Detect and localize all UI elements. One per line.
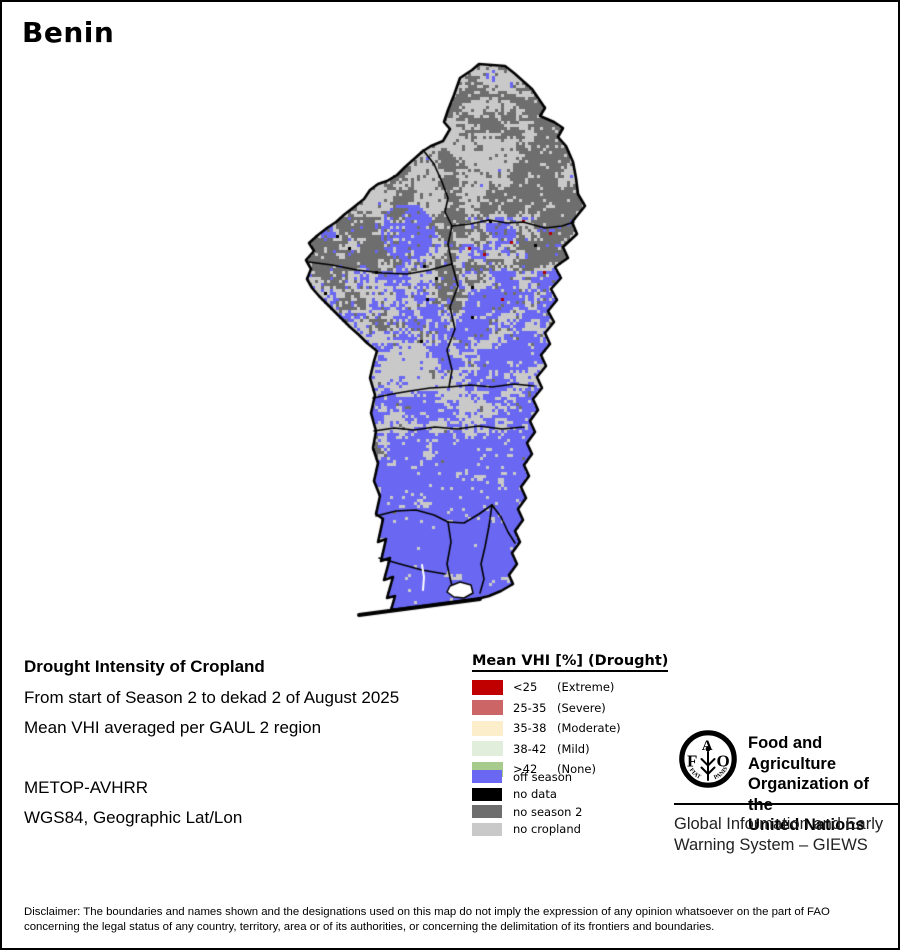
legend-range: <25 xyxy=(513,680,538,695)
period-line: From start of Season 2 to dekad 2 of Aug… xyxy=(24,688,400,707)
fao-org-line2: Organization of the xyxy=(748,775,869,814)
legend-label: (Severe) xyxy=(557,700,606,715)
legend-title: Mean VHI [%] (Drought) xyxy=(472,653,669,672)
svg-text:F: F xyxy=(687,752,697,771)
disclaimer-text: Disclaimer: The boundaries and names sho… xyxy=(24,906,830,933)
season-legend-rows: off season no data no season 2 no cropland xyxy=(472,768,682,838)
benin-choropleth-map xyxy=(300,58,664,622)
fao-logo-icon: F A O FIAT PANIS xyxy=(679,730,737,788)
legend-label: (Mild) xyxy=(557,741,590,756)
legend-label: (Extreme) xyxy=(557,680,615,695)
legend-label: off season xyxy=(513,769,573,784)
svg-text:O: O xyxy=(717,752,730,771)
legend-swatch xyxy=(472,720,503,736)
drought-class-row: 25-35 (Severe) xyxy=(472,698,682,719)
legend-swatch xyxy=(472,700,503,716)
giews-label: Global Information and Early Warning Sys… xyxy=(674,814,883,856)
legend-range: 38-42 xyxy=(513,741,547,756)
aggregation-line: Mean VHI averaged per GAUL 2 region xyxy=(24,718,322,737)
legend-label: no season 2 xyxy=(513,804,583,819)
legend-range: >42 xyxy=(513,762,538,777)
legend-label: no data xyxy=(513,787,557,802)
season-legend: off season no data no season 2 no cropland xyxy=(472,768,682,838)
legend-swatch xyxy=(472,679,503,695)
drought-class-row: <25 (Extreme) xyxy=(472,677,682,698)
legend-swatch xyxy=(472,805,502,819)
giews-line2: Warning System – GIEWS xyxy=(674,836,868,854)
sensor-line: METOP-AVHRR xyxy=(24,778,149,797)
legend-label: (None) xyxy=(557,762,596,777)
page-title: Benin xyxy=(22,16,115,49)
giews-line1: Global Information and Early xyxy=(674,815,884,833)
fao-org-name: Food and Agriculture Organization of the… xyxy=(748,733,898,836)
fao-divider xyxy=(674,803,898,805)
fao-org-line3: United Nations xyxy=(748,816,865,834)
svg-text:A: A xyxy=(702,738,713,754)
drought-class-row: 38-42 (Mild) xyxy=(472,739,682,760)
legend-swatch xyxy=(472,822,502,836)
legend-label: no cropland xyxy=(513,822,581,837)
legend-range: 35-38 xyxy=(513,721,547,736)
drought-class-row: 35-38 (Moderate) xyxy=(472,718,682,739)
season-class-row: off season xyxy=(472,768,682,786)
season-class-row: no cropland xyxy=(472,821,682,839)
legend-swatch xyxy=(472,741,503,757)
legend-swatch xyxy=(472,787,502,801)
drought-legend-rows: <25 (Extreme) 25-35 (Severe) 35-38 (Moderate)… xyxy=(472,677,682,780)
legend-swatch xyxy=(472,770,502,784)
map-subtitle: Drought Intensity of Cropland xyxy=(24,657,265,676)
season-class-row: no data xyxy=(472,786,682,804)
fao-org-line1: Food and Agriculture xyxy=(748,734,837,773)
season-class-row: no season 2 xyxy=(472,803,682,821)
projection-line: WGS84, Geographic Lat/Lon xyxy=(24,808,243,827)
legend-label: (Moderate) xyxy=(557,721,621,736)
legend-range: 25-35 xyxy=(513,700,547,715)
drought-legend: Mean VHI [%] (Drought) <25 (Extreme) 25-35… xyxy=(472,650,682,780)
